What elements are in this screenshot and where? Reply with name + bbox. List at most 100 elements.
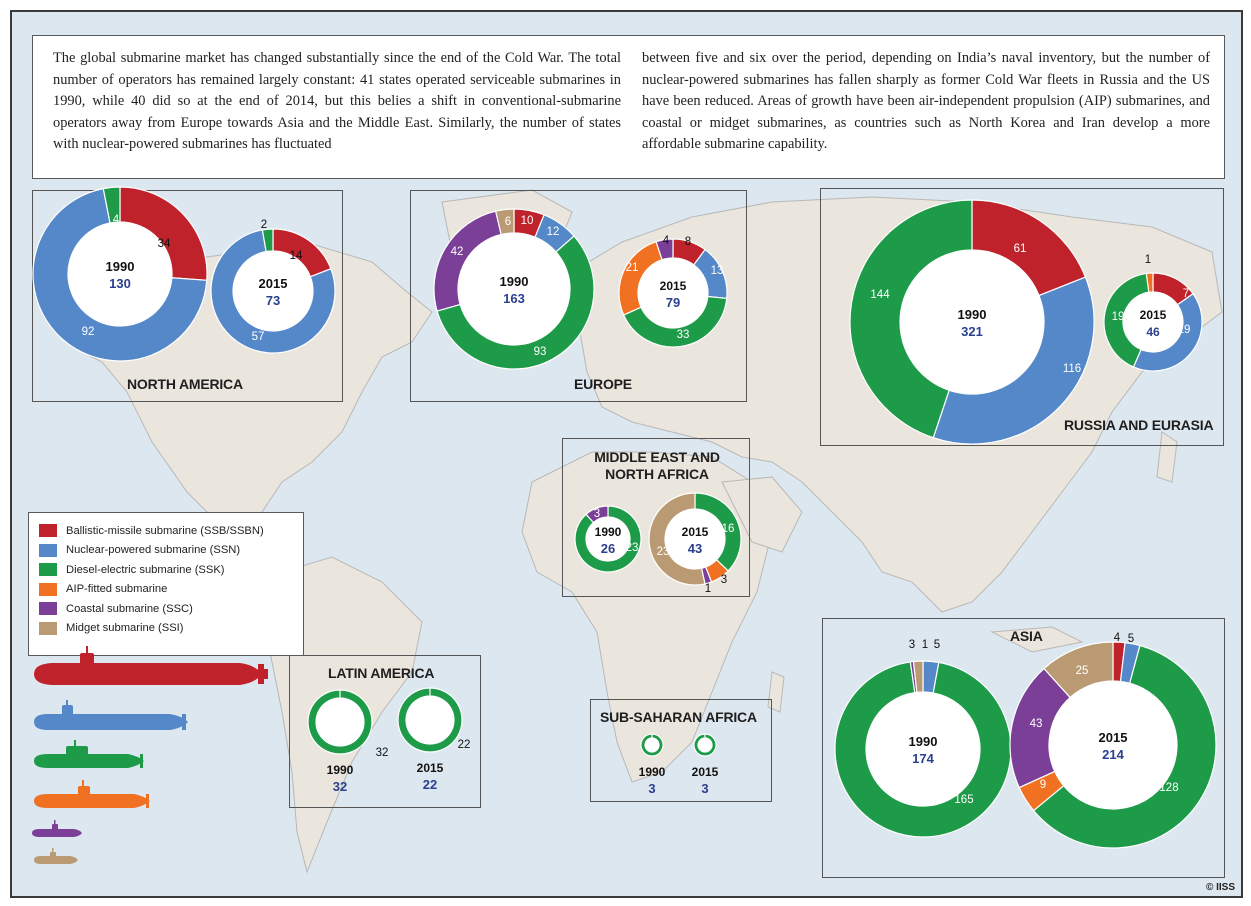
donut-segment-ssn	[932, 276, 1095, 445]
donut-value-label-ssb: 10	[521, 215, 534, 227]
donut-hole	[233, 251, 313, 331]
legend-item-ssb: Ballistic-missile submarine (SSB/SSBN)	[39, 521, 303, 541]
donut-total-label: 43	[688, 541, 702, 556]
donut-value-label-ssk: 2	[261, 219, 267, 231]
donut-segment-ssk	[1032, 644, 1217, 849]
donut-year-label: 2015	[259, 276, 288, 291]
donut-segment-ssi	[912, 660, 924, 693]
donut-value-label-ssn: 19	[1178, 324, 1191, 336]
donut-value-label-ssi: 23	[657, 546, 670, 558]
donut-value-label-ssn: 57	[252, 331, 265, 343]
donut-value-label-ssk: 128	[1159, 782, 1178, 794]
donut-middle-east-and-north-africa-2015: 2015 43 16 31 23	[648, 492, 742, 595]
region-box-north-america	[32, 190, 343, 402]
donut-total-label: 174	[912, 751, 934, 766]
donut-value-label-ssc: 1	[705, 583, 711, 595]
donut-hole	[1049, 681, 1177, 809]
donut-year-label: 1990	[106, 259, 135, 274]
donut-europe-2015: 2015 79 8 13 33 21 4	[618, 235, 728, 348]
region-label-russia-eurasia: RUSSIA AND EURASIA	[1064, 417, 1214, 433]
donut-segment-ssk	[307, 689, 373, 755]
donut-value-label-ssi: 6	[505, 216, 511, 228]
donut-value-label-aip: 1	[1145, 254, 1151, 266]
donut-europe-1990: 1990 163 10 12 93 42 6	[433, 208, 595, 370]
donut-latin-america-1990: 1990 32 32	[307, 689, 388, 794]
donut-segment-ssi	[494, 208, 515, 236]
donut-total-label: 3	[648, 781, 655, 796]
donut-total-label: 73	[266, 293, 280, 308]
donut-segment-ssk	[261, 228, 274, 253]
donut-hole	[645, 738, 659, 752]
donut-value-label-ssi: 3	[909, 639, 915, 651]
land-madagascar	[767, 671, 785, 713]
donut-segment-ssk	[436, 235, 595, 370]
donut-year-label: 1990	[958, 307, 987, 322]
donut-total-label: 130	[109, 276, 131, 291]
donut-year-label: 1990	[327, 763, 354, 777]
donut-hole	[638, 258, 708, 328]
legend-swatch	[39, 563, 57, 577]
region-box-asia	[822, 618, 1225, 878]
region-label-sub-saharan-africa: SUB-SAHARAN AFRICA	[600, 709, 757, 725]
donut-hole	[665, 509, 725, 569]
legend: Ballistic-missile submarine (SSB/SSBN) N…	[28, 512, 304, 656]
donut-hole	[316, 698, 364, 746]
donut-hole	[406, 696, 454, 744]
legend-swatch	[39, 524, 57, 538]
donut-segment-ssc	[585, 505, 609, 524]
donut-segment-ssn	[32, 187, 208, 362]
region-label-asia: ASIA	[1010, 628, 1043, 644]
donut-year-label: 1990	[500, 274, 529, 289]
donut-value-label-ssn: 5	[934, 639, 940, 651]
region-box-mena	[562, 438, 750, 597]
donut-year-label: 1990	[639, 765, 666, 779]
region-box-sub-saharan-africa	[590, 699, 772, 802]
donut-value-label-ssn: 5	[1128, 633, 1134, 645]
region-label-mena: MIDDLE EAST AND NORTH AFRICA	[594, 449, 720, 482]
donut-value-label-ssc: 43	[1030, 718, 1043, 730]
legend-item-ssi: Midget submarine (SSI)	[39, 619, 303, 639]
donut-value-label-ssn: 13	[711, 265, 724, 277]
donut-value-label-ssk: 4	[113, 214, 120, 226]
donut-asia-2015: 2015 214 4 5 128 9 43 25	[1009, 632, 1217, 849]
donut-north-america-1990: 1990 130 34 92 4	[32, 186, 208, 362]
legend-swatch	[39, 602, 57, 616]
donut-russia-and-eurasia-2015: 2015 46 7 19 19 1	[1103, 254, 1203, 372]
legend-label: Diesel-electric submarine (SSK)	[66, 563, 225, 576]
donut-hole	[866, 692, 980, 806]
donut-north-america-2015: 2015 73 14 57 2	[210, 219, 336, 354]
donut-total-label: 79	[666, 295, 680, 310]
region-box-russia-eurasia	[820, 188, 1224, 446]
donut-value-label-ssb: 8	[685, 236, 691, 248]
donut-value-label-ssk: 16	[722, 523, 735, 535]
donut-total-label: 321	[961, 324, 983, 339]
region-box-europe	[410, 190, 747, 402]
donut-segment-ssi	[648, 492, 706, 586]
donut-total-label: 3	[701, 781, 708, 796]
donut-value-label-ssi: 25	[1076, 665, 1089, 677]
donut-value-label-ssk: 23	[626, 542, 639, 554]
donut-value-label-ssk: 93	[534, 346, 547, 358]
ssn-submarine-icon	[34, 700, 188, 730]
donut-hole	[68, 222, 172, 326]
donut-total-label: 22	[423, 777, 437, 792]
donut-value-label-aip: 9	[1040, 779, 1046, 791]
legend-swatch	[39, 621, 57, 635]
donut-value-label-ssn: 116	[1063, 363, 1081, 375]
donut-segment-ssk	[622, 295, 728, 348]
donut-value-label-aip: 21	[626, 262, 639, 274]
legend-item-ssn: Nuclear-powered submarine (SSN)	[39, 541, 303, 561]
donut-asia-1990: 1990 174 5 165 13	[834, 639, 1012, 838]
legend-item-ssc: Coastal submarine (SSC)	[39, 599, 303, 619]
donut-value-label-aip: 3	[721, 574, 727, 586]
donut-segment-ssk	[693, 733, 717, 757]
donut-sub-saharan-africa-2015: 2015 3	[692, 733, 719, 796]
donut-value-label-ssb: 4	[1114, 632, 1121, 644]
donut-year-label: 2015	[692, 765, 719, 779]
donut-latin-america-2015: 2015 22 22	[397, 687, 470, 792]
donut-segment-ssk	[397, 687, 463, 753]
donut-russia-and-eurasia-1990: 1990 321 61 116 144	[849, 199, 1095, 445]
ssk-submarine-icon	[34, 740, 144, 768]
aip-submarine-icon	[34, 780, 150, 808]
region-box-latin-america	[289, 655, 481, 808]
